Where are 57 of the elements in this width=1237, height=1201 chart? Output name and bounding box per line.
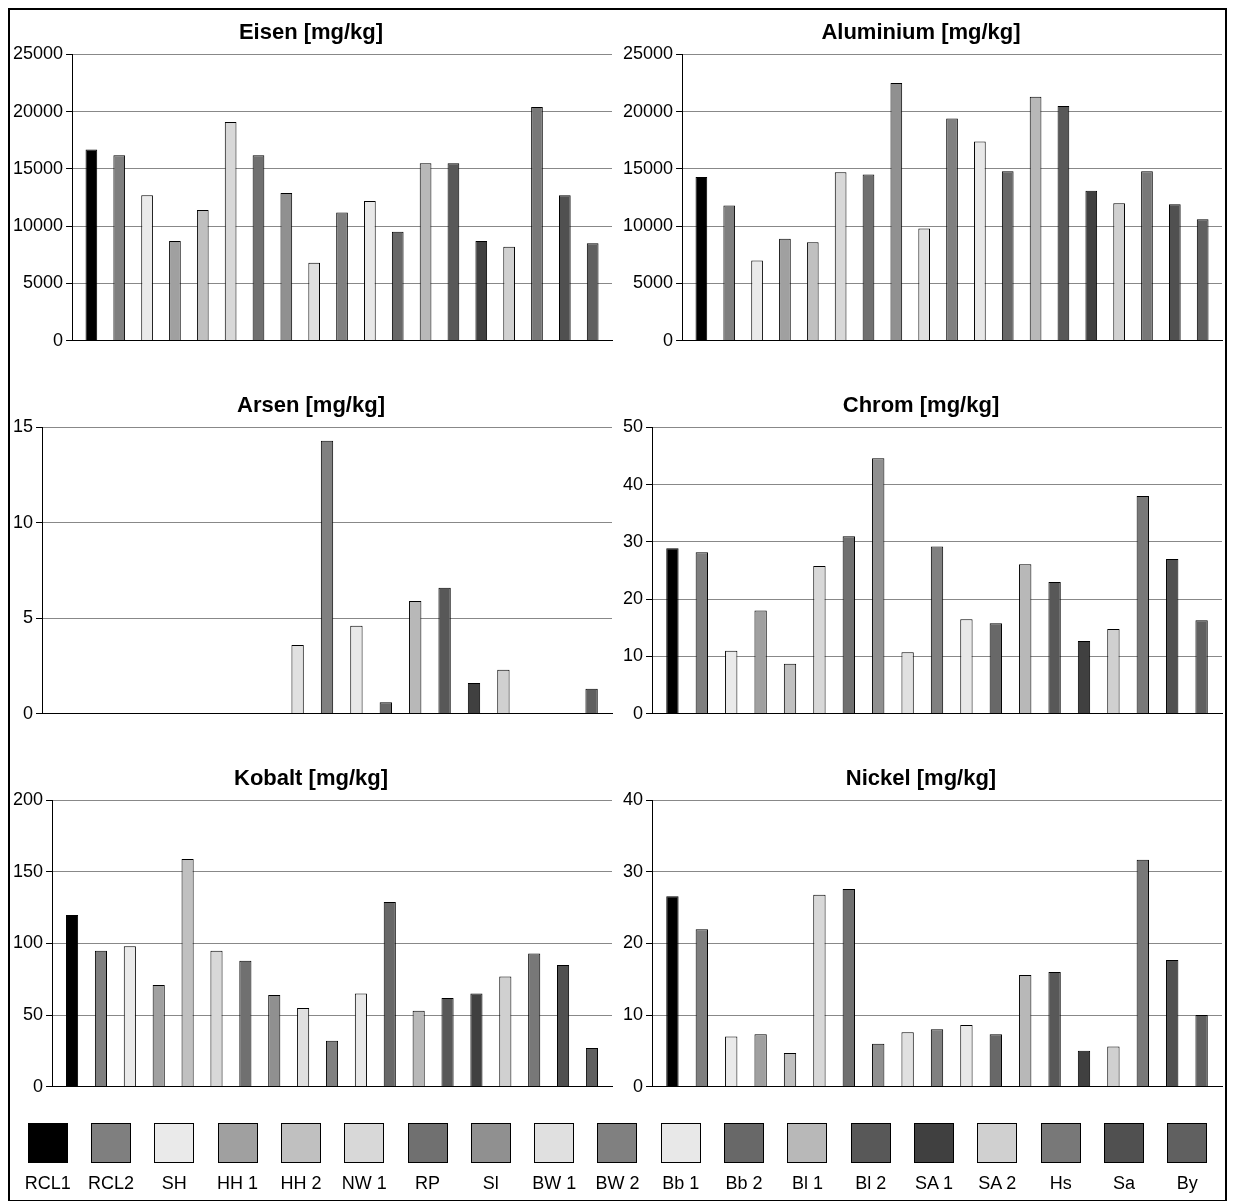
y-tick-label: 200	[12, 789, 44, 810]
chart-title: Eisen [mg/kg]	[238, 19, 384, 45]
legend-label: Bb 1	[662, 1173, 700, 1194]
y-tick-label: 15	[12, 416, 34, 437]
y-tick-label: 10	[622, 1004, 644, 1025]
legend-label: Bb 2	[725, 1173, 763, 1194]
y-tick-label: 0	[23, 702, 34, 723]
y-tick-label: 0	[663, 329, 674, 350]
y-tick-label: 20	[622, 932, 644, 953]
legend-label: BW 2	[595, 1173, 640, 1194]
y-tick-label: 0	[53, 329, 64, 350]
legend-label: Hs	[1049, 1173, 1072, 1194]
y-tick-label: 40	[622, 789, 644, 810]
legend-label: RP	[415, 1173, 441, 1194]
legend-label: SA 1	[915, 1173, 954, 1194]
legend-label: NW 1	[341, 1173, 387, 1194]
y-tick-label: 20000	[622, 100, 674, 121]
y-tick-label: 15000	[12, 157, 64, 178]
legend-label: Bl 2	[855, 1173, 887, 1194]
legend-label: BW 1	[532, 1173, 577, 1194]
y-tick-label: 15000	[622, 157, 674, 178]
legend-label: Bl 1	[791, 1173, 823, 1194]
y-tick-label: 50	[23, 1004, 44, 1025]
legend-label: By	[1176, 1173, 1198, 1194]
legend-label: SA 2	[978, 1173, 1017, 1194]
chart-title: Arsen [mg/kg]	[237, 392, 385, 418]
chart-title: Nickel [mg/kg]	[845, 765, 997, 791]
y-tick-label: 10000	[12, 215, 64, 236]
y-tick-label: 30	[622, 860, 644, 881]
y-tick-label: 30	[622, 530, 644, 551]
y-tick-label: 100	[12, 932, 44, 953]
y-tick-label: 0	[633, 702, 644, 723]
y-tick-label: 0	[633, 1075, 644, 1096]
y-tick-label: 50	[622, 416, 644, 437]
chart-title: Kobalt [mg/kg]	[234, 765, 388, 791]
y-tick-label: 20000	[12, 100, 64, 121]
y-tick-label: 10000	[622, 215, 674, 236]
y-tick-label: 5000	[633, 272, 674, 293]
y-tick-label: 10	[622, 645, 644, 666]
y-tick-label: 10	[12, 511, 34, 532]
y-tick-label: 5	[23, 607, 34, 628]
y-tick-label: 25000	[622, 43, 674, 64]
y-tick-label: 25000	[12, 43, 64, 64]
legend-label: RCL2	[87, 1173, 134, 1194]
chart-title: Aluminium [mg/kg]	[821, 19, 1021, 45]
legend-label: RCL1	[24, 1173, 71, 1194]
y-tick-label: 0	[33, 1075, 44, 1096]
y-tick-label: 20	[622, 588, 644, 609]
legend-label: Sa	[1112, 1173, 1135, 1194]
legend-label: HH 1	[217, 1173, 259, 1194]
y-tick-label: 5000	[23, 272, 64, 293]
legend-label: Sl	[482, 1173, 499, 1194]
y-tick-label: 150	[12, 860, 44, 881]
legend-label: SH	[161, 1173, 187, 1194]
legend-label: HH 2	[280, 1173, 322, 1194]
y-tick-label: 40	[622, 473, 644, 494]
chart-title: Chrom [mg/kg]	[842, 392, 1000, 418]
